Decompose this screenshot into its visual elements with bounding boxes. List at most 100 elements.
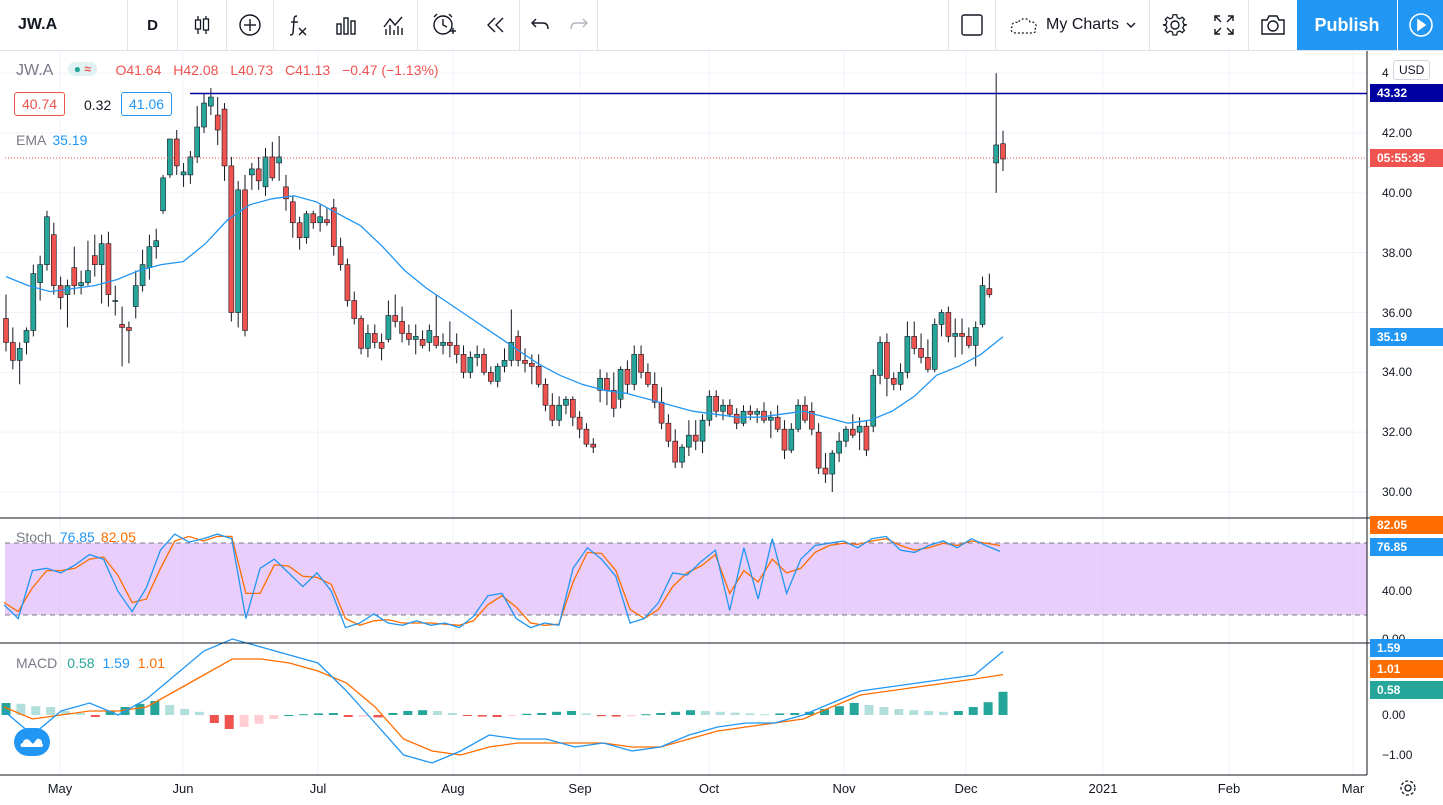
legend-symbol[interactable]: JW.A: [16, 62, 54, 79]
candle-body: [71, 267, 78, 286]
chart-area[interactable]: [0, 51, 1443, 805]
candle-body: [856, 425, 863, 433]
candle-body: [788, 428, 795, 451]
macd-hist-bar: [299, 714, 309, 716]
ema-legend: EMA 35.19: [16, 132, 87, 148]
indicators-button[interactable]: [274, 0, 322, 50]
undo-button[interactable]: [520, 0, 560, 50]
candle-body: [201, 102, 207, 128]
candle-body: [344, 264, 351, 301]
settings-button[interactable]: [1150, 0, 1200, 50]
macd-hist-value: 0.58: [67, 655, 95, 671]
macd-hist-bar: [150, 701, 160, 715]
chart-style-button[interactable]: [178, 0, 226, 50]
stoch-label[interactable]: Stoch: [16, 529, 52, 545]
candle-body: [938, 312, 945, 325]
price-tick: 40.00: [1382, 185, 1413, 200]
macd-label[interactable]: MACD: [16, 655, 58, 671]
chevron-down-icon: [1126, 22, 1136, 28]
macd-tick-0: 0.00: [1382, 708, 1406, 722]
macd-hist-bar: [581, 713, 591, 715]
time-tick: Jun: [172, 781, 194, 796]
hline-price-label: 43.32: [1370, 84, 1443, 102]
macd-hist-bar: [596, 715, 606, 717]
interval-button[interactable]: D: [128, 0, 178, 50]
candle-body: [392, 315, 399, 322]
candle-body: [78, 282, 84, 286]
candle-body: [617, 369, 624, 400]
buy-price-box[interactable]: 41.06: [121, 92, 173, 116]
ema-value: 35.19: [52, 132, 88, 148]
candle-body: [126, 327, 132, 331]
legend-change: −0.47 (−1.13%): [342, 62, 439, 78]
candle-body: [651, 383, 658, 403]
fullscreen-button[interactable]: [1200, 0, 1248, 50]
macd-hist-bar: [671, 711, 681, 715]
ema-label[interactable]: EMA: [16, 132, 47, 148]
macd-hist-bar: [418, 710, 428, 715]
candle-body: [911, 336, 918, 349]
macd-hist-bar: [700, 711, 710, 715]
stoch-k-axis-label: 76.85: [1370, 538, 1443, 556]
macd-hist-bar: [730, 712, 740, 715]
candle-body: [727, 404, 733, 415]
candle-body: [979, 285, 986, 325]
financials-button[interactable]: [322, 0, 370, 50]
my-charts-button[interactable]: My Charts: [996, 0, 1150, 50]
candle-body: [330, 207, 337, 247]
tradingview-logo[interactable]: [14, 728, 50, 756]
candle-body: [604, 378, 610, 391]
macd-hist-bar: [790, 713, 800, 715]
candle-body: [337, 246, 344, 265]
candle-body: [351, 300, 358, 319]
candle-body: [720, 404, 726, 412]
macd-hist-bar: [328, 713, 338, 715]
compare-button[interactable]: [370, 0, 418, 50]
candle-body: [795, 404, 801, 430]
macd-hist-bar: [864, 705, 874, 715]
price-tick: 34.00: [1382, 365, 1413, 380]
candle-body: [822, 467, 829, 475]
price-tick: 42.00: [1382, 126, 1413, 140]
axis-settings-button[interactable]: [1396, 776, 1420, 800]
chart-grid: [0, 51, 1367, 775]
macd-hist-bar: [90, 715, 100, 717]
candle-body: [494, 366, 501, 382]
candle-body: [863, 425, 870, 451]
ema-line: [5, 195, 1004, 424]
layout-button[interactable]: [948, 0, 996, 50]
macd-hist-bar: [433, 711, 443, 715]
candle-body: [986, 288, 993, 295]
snapshot-button[interactable]: [1248, 0, 1296, 50]
alert-button[interactable]: [418, 0, 470, 50]
macd-layer: [1, 638, 1008, 764]
candle-body: [843, 428, 849, 442]
candle-body: [925, 357, 931, 370]
play-button[interactable]: [1397, 0, 1443, 50]
symbol-search-button[interactable]: JW.A: [0, 0, 128, 50]
compare-add-button[interactable]: [226, 0, 274, 50]
candle-body: [317, 216, 323, 224]
snapshot-icon: [1260, 15, 1285, 35]
macd-hist-bar: [641, 714, 651, 716]
stoch-lines: [3, 533, 1001, 629]
cloud-logo-icon: [20, 738, 44, 747]
candle-body: [255, 168, 262, 182]
macd-line-value: 1.59: [102, 655, 130, 671]
macd-hist-bar: [373, 715, 383, 718]
legend-low: L40.73: [230, 62, 274, 78]
replay-button[interactable]: [470, 0, 520, 50]
currency-label[interactable]: USD: [1393, 60, 1431, 80]
candle-body: [249, 168, 255, 176]
macd-hist-bar: [522, 713, 532, 715]
candle-body: [993, 144, 999, 164]
macd-hist-bar: [715, 711, 725, 715]
candle-body: [802, 404, 808, 421]
macd-hist-bar: [656, 713, 666, 715]
sell-price-box[interactable]: 40.74: [14, 92, 66, 116]
candle-body: [549, 404, 556, 421]
candle-body: [208, 96, 214, 107]
publish-button[interactable]: Publish: [1297, 0, 1397, 50]
redo-button[interactable]: [560, 0, 598, 50]
hist-axis-label: 0.58: [1370, 681, 1443, 699]
